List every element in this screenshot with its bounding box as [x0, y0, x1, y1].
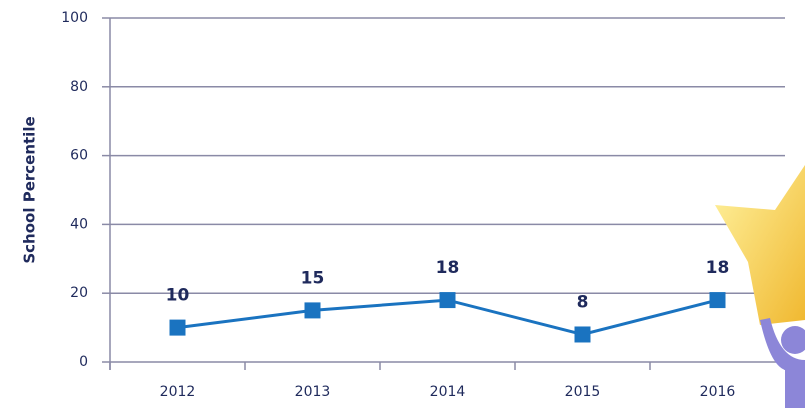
x-tick-label: 2012 — [160, 384, 196, 400]
y-tick-label: 80 — [70, 79, 88, 95]
marker — [304, 302, 321, 319]
data-label: 18 — [436, 258, 460, 278]
x-tick-label: 2016 — [700, 384, 736, 400]
y-tick-label: 20 — [70, 285, 88, 301]
y-tick-label: 0 — [79, 354, 88, 370]
y-tick-label: 60 — [70, 148, 88, 164]
marker — [709, 292, 726, 309]
y-axis-label: School Percentile — [21, 116, 39, 263]
decoration — [715, 165, 805, 408]
marker — [169, 319, 186, 336]
marker — [439, 292, 456, 309]
marker — [574, 326, 591, 343]
data-label: 18 — [706, 258, 730, 278]
data-label: 10 — [166, 286, 190, 306]
data-label: 15 — [301, 268, 325, 288]
y-tick-label: 40 — [70, 216, 88, 232]
x-tick-label: 2014 — [430, 384, 466, 400]
y-tick-label: 100 — [61, 10, 88, 26]
data-label: 8 — [577, 292, 589, 312]
x-tick-label: 2015 — [565, 384, 601, 400]
x-tick-label: 2013 — [295, 384, 331, 400]
